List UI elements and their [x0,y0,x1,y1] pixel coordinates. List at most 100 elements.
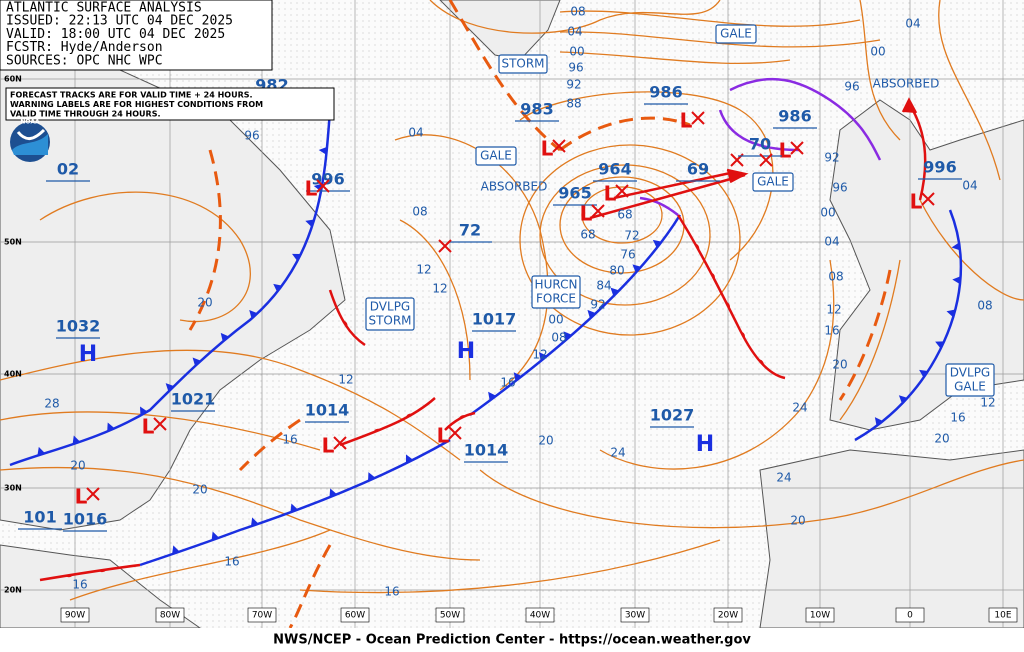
isobar-label: 24 [776,471,791,485]
footer-band [0,628,1024,652]
warm-front-pip [405,413,413,418]
troughs [188,0,892,629]
isobar-label: 20 [70,459,85,473]
isobar-label: 20 [934,432,949,446]
warning-box [715,24,757,44]
note-line: FORECAST TRACKS ARE FOR VALID TIME + 24 … [10,91,253,100]
pressure-value: 986 [649,83,682,102]
cold-front-pip [72,435,81,445]
isobar-label: 68 [580,228,595,242]
longitude-label: 80W [160,611,180,621]
longitude-label-bg [60,607,90,623]
cold-front-pip [37,446,46,456]
longitude-label-bg [247,607,277,623]
isobars [0,0,1024,601]
warm-front-pip [65,574,74,578]
cold-front-pip [368,472,376,482]
warning-box [531,275,581,309]
low-symbol: L [910,190,923,214]
cold-front-pip [165,383,175,392]
warning-box [945,363,995,397]
isobar-label: 96 [568,61,583,75]
low-symbol: L [437,424,450,448]
isobar-label: 76 [620,248,635,262]
warm-front-pip [373,428,381,433]
pressure-value: 101 [23,508,56,527]
cold-front-pip [405,454,414,464]
cold-front-pip [951,242,961,251]
cold-front-pip [192,357,201,367]
cold-front-pip [538,352,548,361]
header-line: ATLANTIC SURFACE ANALYSIS [6,1,202,16]
fronts [9,77,963,582]
isobar-label: 92 [824,151,839,165]
low-symbol: L [322,434,335,458]
pressure-value: 02 [57,160,79,179]
warm-front [676,214,786,380]
longitude-label: 30W [625,611,645,621]
longitude-label-bg [805,607,835,623]
isobar-label: 20 [197,296,212,310]
longitude-label: 0 [907,611,913,621]
pressure-value: 1021 [171,390,216,409]
latitude-label: 40N [4,370,22,379]
warm-front-pip [710,272,715,280]
isobar-label: 00 [820,206,835,220]
high-symbol: H [457,339,475,364]
isobar-label: 80 [609,264,624,278]
warm-front-pip [758,359,764,366]
isobar-label: 84 [596,279,611,293]
isobar-label: 00 [870,45,885,59]
warning-label: GALE [954,380,986,394]
cold-front-pip [652,239,662,248]
longitude-label-bg [340,607,370,623]
isobar-label: 12 [432,282,447,296]
pressure-value: 1014 [464,441,509,460]
cold-front-pip [211,531,220,541]
isobar-label: 20 [790,514,805,528]
warm-front-pip [725,301,731,310]
cold-front-pip [305,219,315,228]
warning-label: GALE [720,27,752,41]
warm-front [39,563,141,582]
header-line: VALID: 18:00 UTC 04 DEC 2025 [6,27,225,42]
isobar-label: 96 [244,129,259,143]
cold-front-pip [946,309,956,318]
occluded-front [718,109,801,152]
low-center-x [921,192,935,206]
isobar-label: 88 [566,97,581,111]
longitude-label: 40W [530,611,550,621]
low-symbol: L [305,177,318,201]
latitude-label: 60N [4,75,22,84]
isobar-label: 12 [980,396,995,410]
note-line: VALID TIME THROUGH 24 HOURS. [10,110,161,119]
cold-front-pip [919,369,928,378]
warning-label: DVLPG [950,366,990,380]
isobar-label: 96 [832,181,847,195]
cold-front-pip [107,422,115,432]
isobar-label: 72 [624,229,639,243]
isobar-label: 16 [72,578,87,592]
isobar-label: 12 [416,263,431,277]
isobar-label: 24 [610,446,625,460]
warning-label: STORM [368,314,411,328]
cold-front-pip [250,517,259,527]
pressure-value: 1032 [56,317,101,336]
cold-front-pip [952,276,961,285]
low-center-x [591,204,605,218]
pressure-value: 72 [459,221,481,240]
pressure-value: 1017 [472,310,517,329]
pressure-value: 964 [598,160,631,179]
logo-text: NOAA [20,119,40,126]
cold-front-pip [220,332,229,342]
warning-label: DVLPG [370,300,410,314]
warm-front [328,289,366,347]
header-line: SOURCES: OPC NHC WPC [6,53,163,68]
isobar-label: 08 [570,5,585,19]
cold-front-pip [632,264,642,273]
cold-front-pip [249,309,258,319]
low-center-x [86,487,100,501]
isobar-label: 68 [617,208,632,222]
cold-front-pip [290,503,298,513]
pressure-value: 70 [749,135,771,154]
